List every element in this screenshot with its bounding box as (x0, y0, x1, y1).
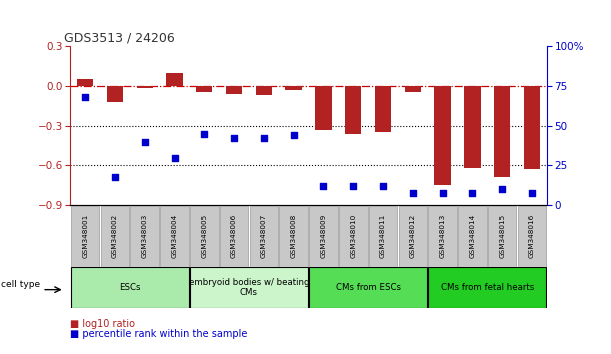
Text: ESCs: ESCs (119, 283, 141, 292)
Bar (190, 206, 219, 267)
Point (199, 131, 209, 136)
Bar (404, 86, 421, 92)
Bar (160, 206, 189, 267)
Bar (71, 206, 100, 267)
Text: GSM348016: GSM348016 (529, 214, 535, 258)
Text: GSM348002: GSM348002 (112, 214, 118, 258)
Text: GSM348008: GSM348008 (291, 214, 297, 258)
Bar (339, 206, 368, 267)
Bar (518, 206, 546, 267)
Bar (315, 86, 332, 130)
Text: ■ percentile rank within the sample: ■ percentile rank within the sample (70, 329, 247, 339)
Text: GSM348013: GSM348013 (439, 214, 445, 258)
Text: embryoid bodies w/ beating
CMs: embryoid bodies w/ beating CMs (189, 278, 309, 297)
Text: GSM348011: GSM348011 (380, 214, 386, 258)
Bar (285, 86, 302, 90)
Point (289, 132, 299, 138)
Bar (190, 267, 308, 308)
Point (527, 190, 537, 195)
Bar (71, 267, 189, 308)
Bar (494, 86, 510, 177)
Bar (464, 86, 481, 168)
Text: ■ log10 ratio: ■ log10 ratio (70, 319, 135, 329)
Bar (196, 86, 213, 92)
Point (348, 183, 358, 189)
Text: cell type: cell type (1, 280, 40, 289)
Point (437, 190, 447, 195)
Bar (101, 206, 130, 267)
Point (229, 136, 239, 141)
Bar (130, 206, 159, 267)
Bar (488, 206, 516, 267)
Text: GSM348015: GSM348015 (499, 214, 505, 258)
Bar (220, 206, 249, 267)
Bar (77, 79, 93, 86)
Text: GSM348001: GSM348001 (82, 214, 88, 258)
Point (467, 190, 477, 195)
Bar (398, 206, 427, 267)
Bar (136, 86, 153, 88)
Text: GSM348012: GSM348012 (410, 214, 416, 258)
Point (408, 190, 418, 195)
Bar (226, 86, 243, 94)
Bar (255, 86, 272, 95)
Point (110, 174, 120, 179)
Bar (428, 206, 457, 267)
Bar (524, 86, 540, 170)
Text: GSM348005: GSM348005 (201, 214, 207, 258)
Bar (375, 86, 391, 132)
Bar (249, 206, 278, 267)
Text: GSM348014: GSM348014 (469, 214, 475, 258)
Text: GSM348003: GSM348003 (142, 214, 148, 258)
Text: GSM348004: GSM348004 (172, 214, 178, 258)
Point (497, 187, 507, 192)
Point (170, 155, 180, 160)
Bar (107, 86, 123, 102)
Text: GSM348010: GSM348010 (350, 214, 356, 258)
Point (378, 183, 388, 189)
Point (140, 139, 150, 144)
Text: GSM348006: GSM348006 (231, 214, 237, 258)
Point (259, 136, 269, 141)
Bar (309, 206, 338, 267)
Bar (428, 267, 546, 308)
Point (80, 94, 90, 100)
Text: CMs from ESCs: CMs from ESCs (335, 283, 401, 292)
Text: CMs from fetal hearts: CMs from fetal hearts (441, 283, 534, 292)
Bar (345, 86, 362, 133)
Bar (279, 206, 308, 267)
Bar (166, 73, 183, 86)
Bar (368, 206, 397, 267)
Text: GSM348007: GSM348007 (261, 214, 267, 258)
Bar (434, 86, 451, 185)
Text: GDS3513 / 24206: GDS3513 / 24206 (64, 31, 175, 44)
Point (318, 183, 328, 189)
Bar (309, 267, 427, 308)
Bar (458, 206, 487, 267)
Text: GSM348009: GSM348009 (320, 214, 326, 258)
